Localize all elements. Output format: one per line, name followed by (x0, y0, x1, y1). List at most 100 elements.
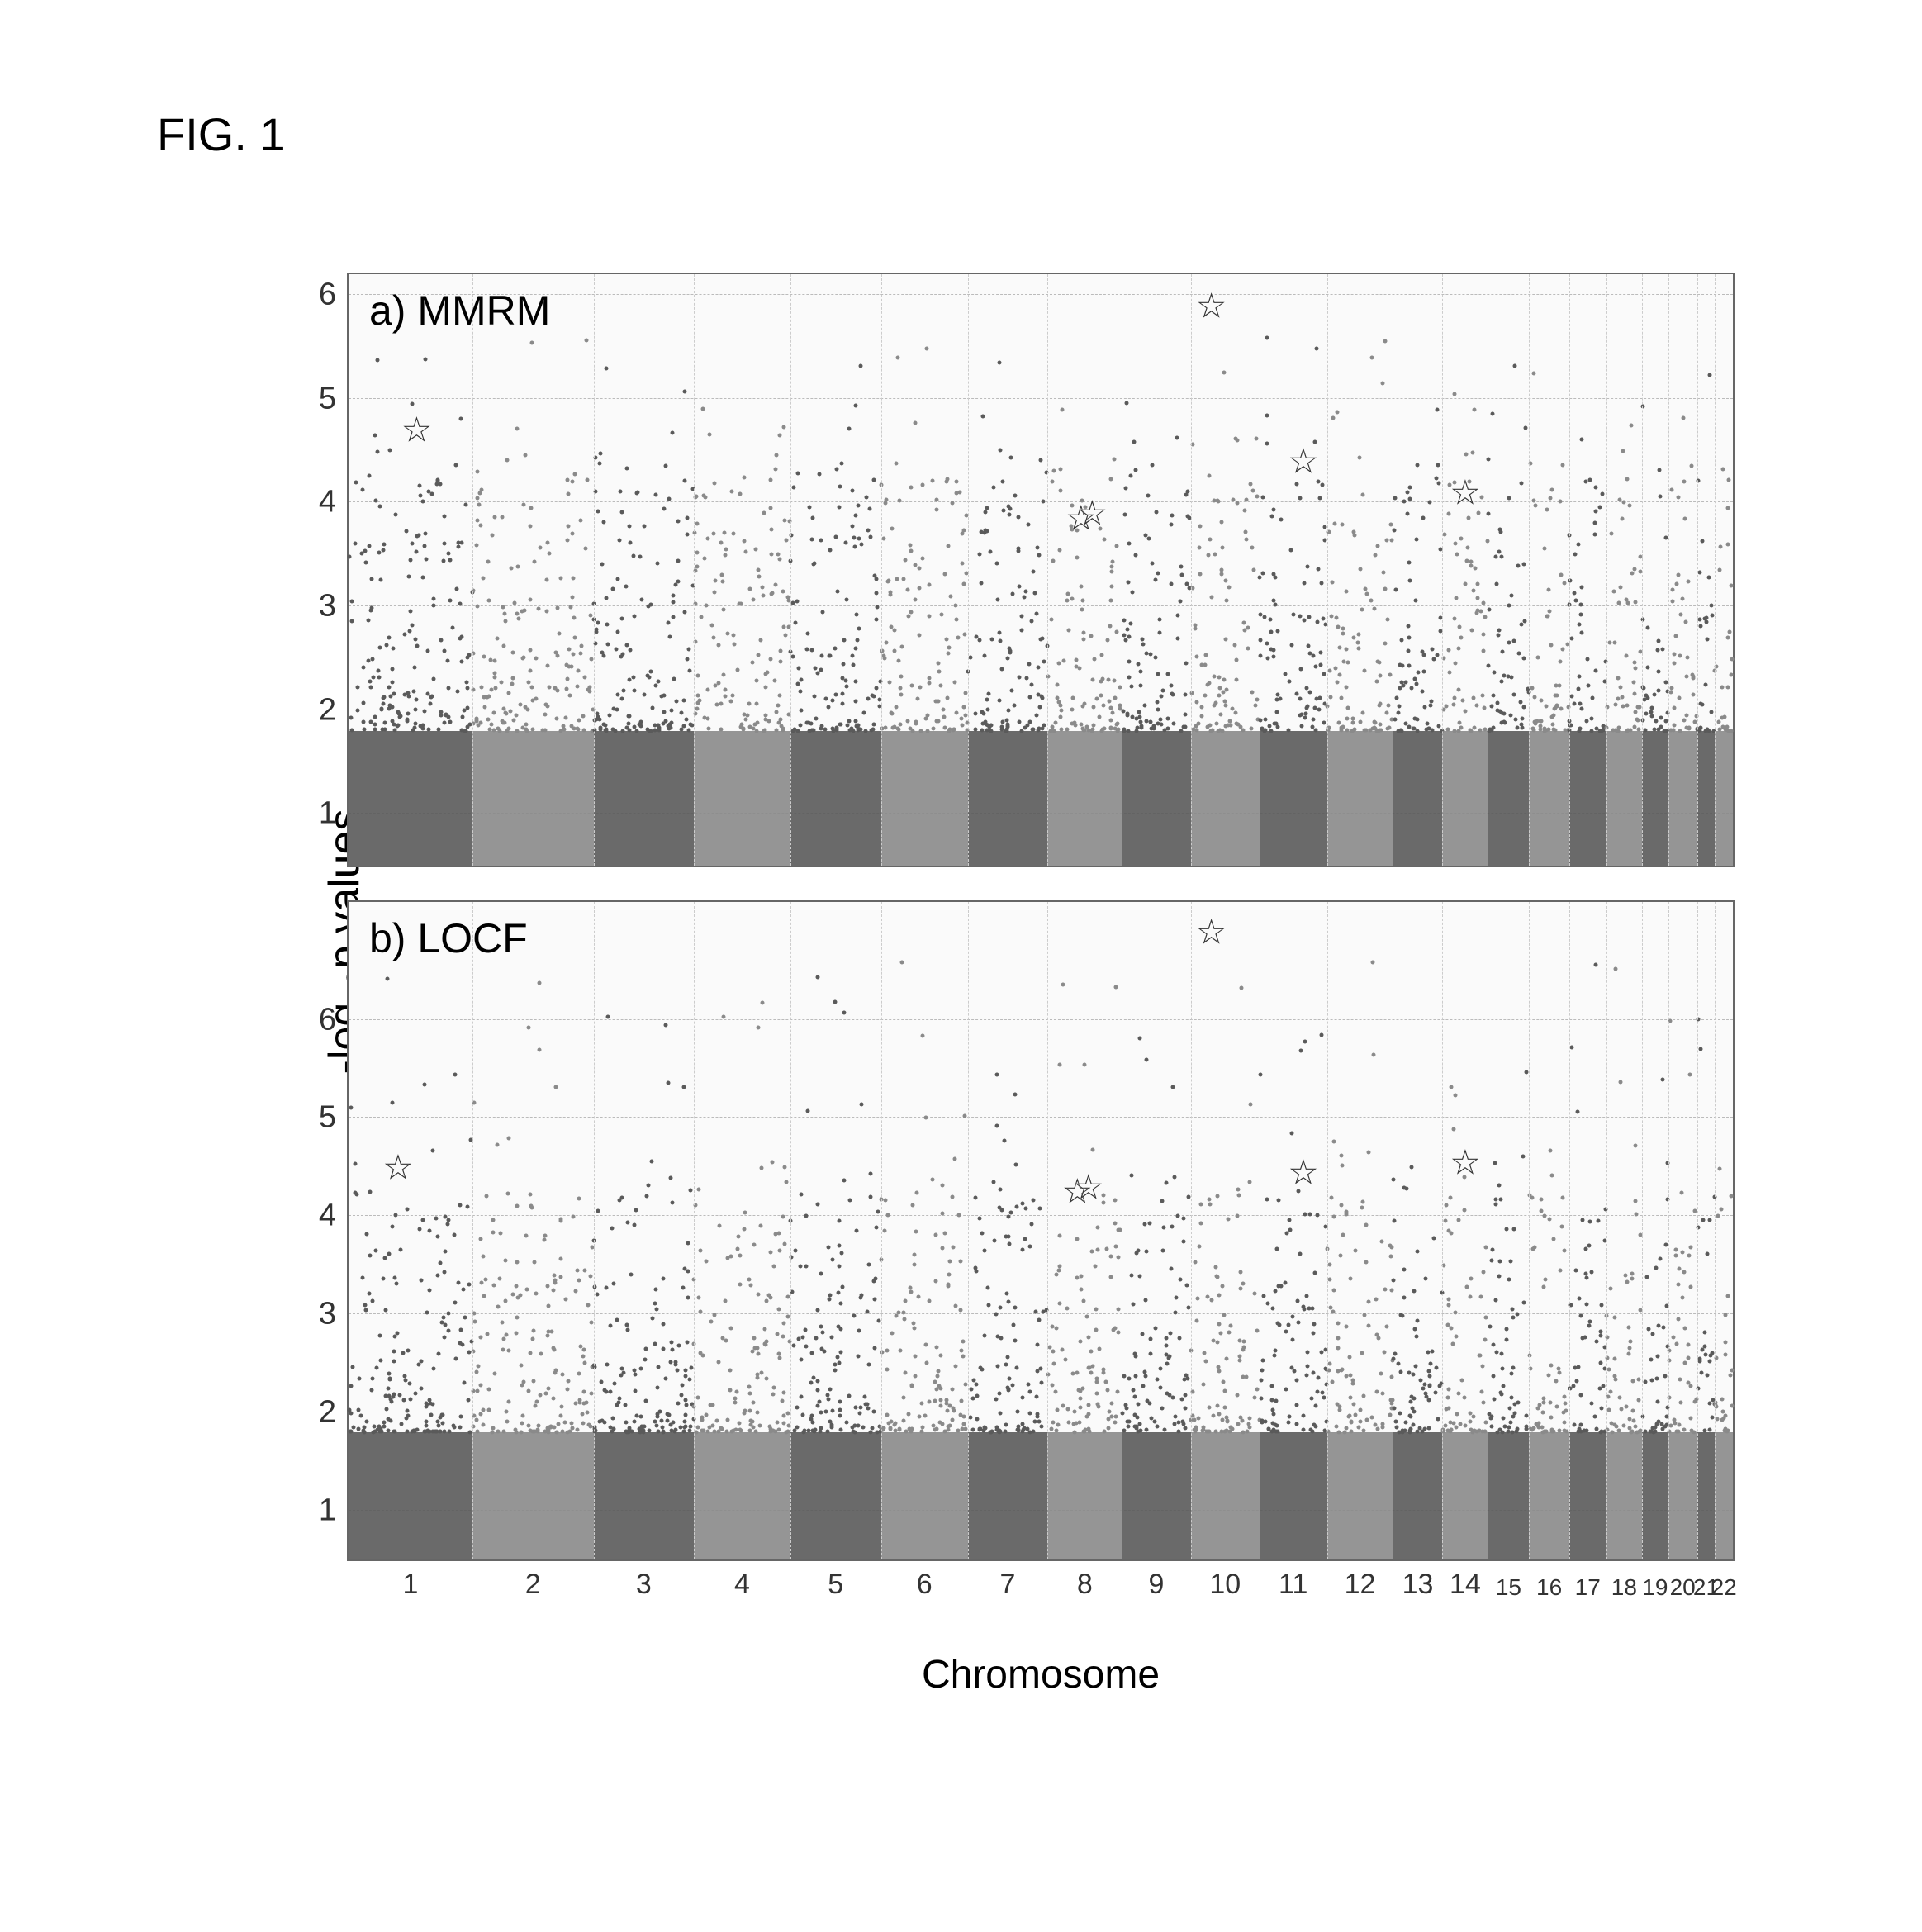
manhattan-point (1027, 1411, 1032, 1415)
manhattan-point (1219, 1331, 1223, 1335)
manhattan-point (1143, 1222, 1147, 1227)
manhattan-point (968, 656, 972, 660)
manhattan-point (714, 1419, 719, 1423)
manhattan-point (605, 642, 610, 646)
manhattan-point (520, 1421, 524, 1425)
manhattan-point (476, 518, 480, 522)
manhattan-point (1630, 571, 1634, 575)
manhattan-point (369, 577, 373, 581)
manhattan-point (1466, 516, 1470, 520)
manhattan-point (435, 479, 439, 483)
manhattan-point (1704, 1352, 1708, 1356)
manhattan-point (489, 722, 493, 726)
y-tick-label: 5 (303, 1100, 336, 1136)
manhattan-point (1532, 1426, 1536, 1430)
manhattan-point (651, 705, 655, 710)
manhattan-point (1182, 1217, 1186, 1221)
manhattan-point (1150, 1417, 1154, 1421)
manhattan-point (833, 1368, 837, 1372)
manhattan-point (842, 662, 846, 667)
manhattan-point (1616, 676, 1621, 680)
manhattan-point (1055, 1327, 1059, 1331)
manhattan-point (548, 686, 552, 690)
manhattan-point (1311, 718, 1315, 722)
manhattan-point (1040, 1381, 1044, 1385)
manhattan-point (1274, 1398, 1279, 1403)
manhattan-point (1095, 1391, 1099, 1395)
manhattan-point (424, 1424, 428, 1428)
manhattan-point (545, 609, 549, 613)
manhattan-point (1345, 661, 1350, 665)
manhattan-point (547, 1329, 551, 1333)
manhattan-point (1444, 1424, 1448, 1428)
manhattan-point (1000, 725, 1004, 729)
manhattan-point (1613, 1316, 1617, 1320)
manhattan-point (1598, 1333, 1602, 1337)
manhattan-point (495, 1142, 499, 1146)
manhattan-point (686, 729, 690, 733)
manhattan-point (1114, 629, 1118, 634)
manhattan-point (1620, 695, 1624, 699)
manhattan-point (1421, 516, 1426, 520)
manhattan-point (429, 702, 433, 706)
manhattan-point (1403, 1420, 1407, 1424)
manhattan-point (1332, 1140, 1336, 1144)
manhattan-point (855, 613, 859, 617)
manhattan-point (980, 729, 985, 733)
manhattan-point (1594, 1426, 1598, 1431)
manhattan-point (564, 662, 568, 667)
manhattan-point (1005, 1385, 1009, 1389)
manhattan-point (853, 403, 857, 407)
manhattan-point (842, 638, 846, 643)
manhattan-point (1030, 1222, 1034, 1226)
manhattan-point (448, 720, 453, 724)
manhattan-point (1238, 1354, 1242, 1358)
manhattan-point (547, 1426, 551, 1430)
manhattan-point (441, 1315, 445, 1319)
manhattan-point (490, 1430, 494, 1434)
manhattan-point (545, 663, 549, 667)
manhattan-point (736, 668, 740, 672)
manhattan-point (667, 497, 671, 501)
manhattan-point (379, 1430, 383, 1434)
manhattan-point (1656, 669, 1660, 673)
manhattan-point (1688, 1384, 1692, 1388)
manhattan-point (354, 481, 358, 485)
manhattan-point (1058, 1265, 1062, 1269)
manhattan-point (1687, 1254, 1691, 1258)
manhattan-point (900, 644, 904, 648)
manhattan-point (704, 1413, 708, 1417)
manhattan-point (1631, 1409, 1635, 1413)
manhattan-point (1725, 506, 1730, 510)
manhattan-point (1175, 1213, 1179, 1218)
manhattan-point (1428, 501, 1432, 505)
manhattan-point (394, 1213, 398, 1218)
manhattan-point (1412, 677, 1417, 681)
manhattan-point (882, 537, 886, 541)
manhattan-point (577, 1372, 581, 1376)
manhattan-point (1402, 499, 1406, 503)
manhattan-point (565, 1430, 569, 1434)
manhattan-point (1170, 1224, 1175, 1228)
manhattan-point (885, 1349, 890, 1353)
manhattan-point (615, 692, 619, 696)
manhattan-point (1686, 1380, 1690, 1384)
manhattan-point (1329, 695, 1333, 699)
manhattan-point (629, 648, 633, 652)
manhattan-point (423, 544, 427, 548)
y-tick-label: 3 (303, 1297, 336, 1332)
gridline-horizontal (349, 398, 1733, 399)
manhattan-point (390, 667, 394, 672)
manhattan-point (837, 506, 841, 510)
manhattan-point (980, 414, 985, 418)
manhattan-point (457, 1281, 461, 1285)
manhattan-point (704, 603, 708, 607)
manhattan-point (1097, 1404, 1101, 1408)
manhattan-point (1730, 673, 1734, 677)
manhattan-point (774, 453, 778, 457)
manhattan-point (1656, 1399, 1660, 1403)
manhattan-point (971, 1379, 975, 1383)
manhattan-point (946, 1409, 950, 1413)
manhattan-point (1381, 1425, 1385, 1429)
manhattan-point (1673, 1248, 1678, 1252)
